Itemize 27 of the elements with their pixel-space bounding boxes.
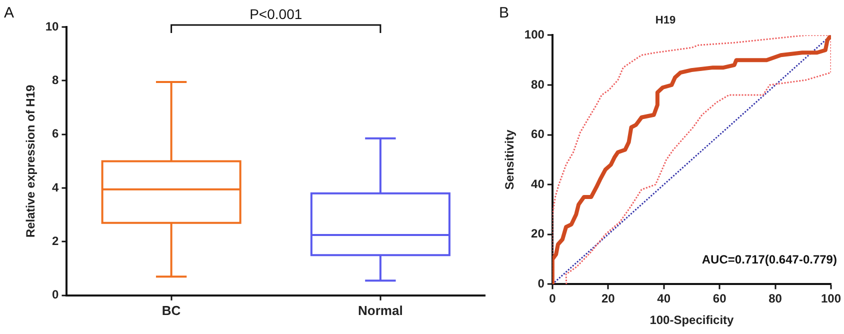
y-tick-label: 80 bbox=[531, 77, 545, 92]
y-tick-label: 10 bbox=[45, 19, 60, 34]
y-tick-label: 6 bbox=[52, 126, 60, 141]
x-tick-label: 100 bbox=[820, 292, 842, 306]
y-tick-label: 8 bbox=[52, 72, 60, 87]
y-tick-label: 60 bbox=[531, 127, 545, 142]
y-tick-label: 40 bbox=[531, 176, 545, 191]
x-tick-label: 0 bbox=[549, 292, 556, 306]
y-tick-label: 0 bbox=[538, 276, 545, 291]
x-tick-label: 40 bbox=[657, 292, 671, 306]
y-axis-title: Relative expression of H19 bbox=[24, 84, 38, 238]
y-tick-label: 4 bbox=[52, 180, 60, 194]
x-tick-label: 20 bbox=[601, 292, 616, 306]
y-axis-title: Sensitivity bbox=[502, 129, 517, 190]
x-axis-title: 100-Specificity bbox=[650, 313, 734, 328]
y-tick-label: 20 bbox=[531, 226, 545, 241]
y-tick-label: 100 bbox=[524, 28, 545, 42]
text: P<0.001 bbox=[250, 6, 302, 22]
text: A bbox=[4, 4, 14, 22]
chart-title: H19 bbox=[655, 14, 676, 27]
text: B bbox=[499, 4, 510, 22]
annotation: AUC=0.717(0.647-0.779) bbox=[702, 252, 837, 267]
x-tick-label: BC bbox=[162, 302, 182, 318]
x-tick-label: 80 bbox=[768, 292, 782, 306]
x-tick-label: 60 bbox=[712, 292, 727, 306]
y-tick-label: 2 bbox=[52, 234, 60, 248]
x-tick-label: Normal bbox=[358, 302, 403, 318]
